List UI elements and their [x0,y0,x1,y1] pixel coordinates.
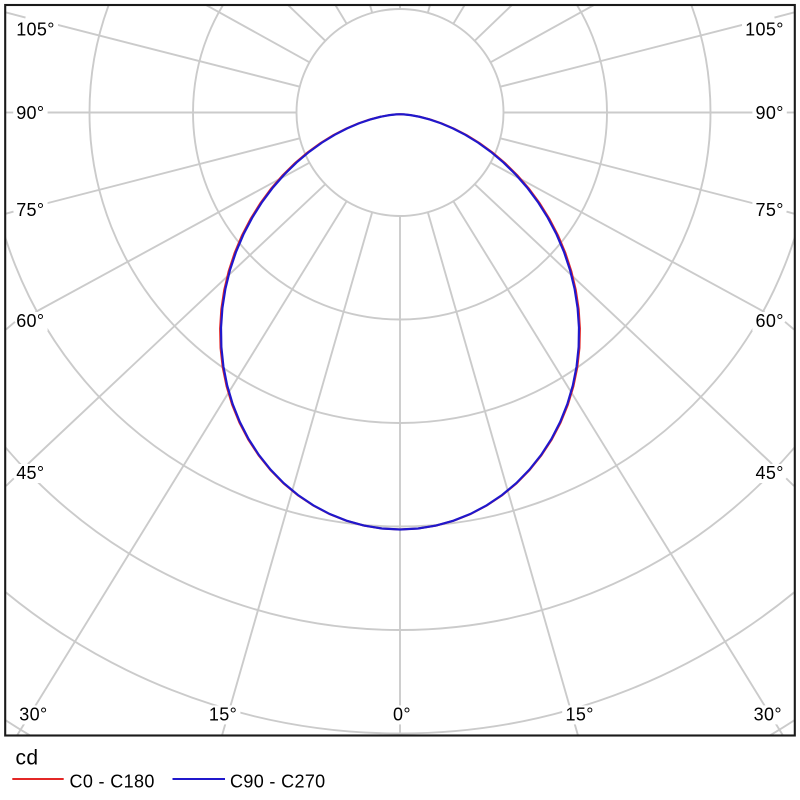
svg-text:0°: 0° [393,705,411,725]
svg-text:60°: 60° [756,311,784,331]
svg-text:75°: 75° [756,200,784,220]
svg-text:45°: 45° [16,463,44,483]
svg-text:C0 - C180: C0 - C180 [70,772,155,792]
svg-text:15°: 15° [566,705,594,725]
svg-text:cd: cd [16,747,39,770]
svg-text:60°: 60° [16,311,44,331]
svg-text:45°: 45° [756,463,784,483]
svg-text:30°: 30° [19,705,47,725]
svg-text:15°: 15° [209,705,237,725]
svg-text:30°: 30° [754,705,782,725]
svg-text:105°: 105° [16,19,55,39]
svg-text:105°: 105° [745,19,784,39]
svg-text:75°: 75° [16,200,44,220]
svg-text:90°: 90° [756,103,784,123]
svg-text:90°: 90° [16,103,44,123]
svg-text:C90 - C270: C90 - C270 [230,772,326,792]
